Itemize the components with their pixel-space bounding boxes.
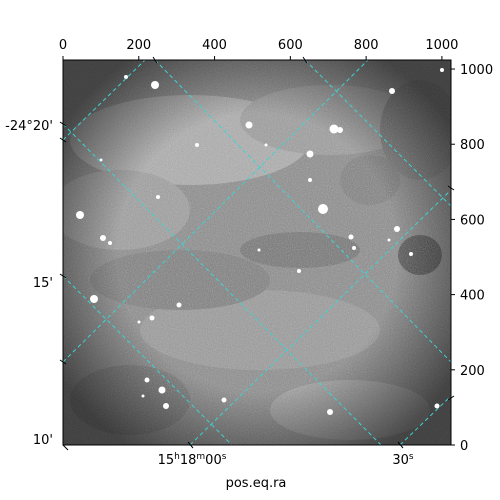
grid-ra-line bbox=[63, 275, 233, 445]
dec-tick-mark bbox=[447, 185, 455, 191]
y-pixel-tick-label: 600 bbox=[460, 213, 485, 228]
y-pixel-tick-label: 0 bbox=[460, 439, 468, 454]
dec-tick-label: -24°20' bbox=[5, 119, 53, 134]
grid-dec-line bbox=[63, 60, 146, 141]
x-pixel-tick-label: 400 bbox=[202, 38, 227, 53]
x-pixel-tick-label: 200 bbox=[126, 38, 151, 53]
ra-tick-mark bbox=[302, 56, 308, 64]
top-pixel-axis: 0 200 400 600 800 1000 bbox=[59, 38, 458, 60]
y-pixel-tick-label: 1000 bbox=[460, 63, 493, 78]
ra-tick-mark bbox=[187, 441, 194, 449]
right-pixel-axis: 0 200 400 600 800 1000 bbox=[451, 63, 493, 454]
plot-frame bbox=[62, 59, 452, 446]
ra-tick-label: 15h18m00s bbox=[158, 452, 227, 468]
x-pixel-tick-label: 0 bbox=[59, 38, 67, 53]
x-pixel-tick-label: 800 bbox=[354, 38, 379, 53]
grid-dec-line bbox=[189, 189, 451, 445]
grid-dec-line bbox=[399, 395, 451, 445]
grid-ra-line bbox=[154, 60, 451, 363]
dec-tick-mark bbox=[59, 121, 67, 127]
x-pixel-tick-label: 600 bbox=[278, 38, 303, 53]
y-pixel-tick-label: 800 bbox=[460, 138, 485, 153]
x-axis-label: pos.eq.ra bbox=[226, 476, 287, 491]
grid-dec-line bbox=[63, 60, 369, 363]
dec-tick-mark bbox=[59, 359, 67, 365]
dec-tick-label: 10' bbox=[33, 433, 53, 448]
ra-tick-mark bbox=[62, 444, 69, 451]
dec-tick-mark bbox=[59, 273, 67, 279]
ra-tick-mark bbox=[397, 441, 404, 449]
ra-tick-mark bbox=[152, 56, 158, 64]
y-pixel-tick-label: 400 bbox=[460, 289, 485, 304]
sky-image bbox=[63, 60, 451, 445]
dec-tick-mark bbox=[59, 137, 67, 143]
grid-ra-line bbox=[63, 123, 382, 445]
dec-tick-label: 15' bbox=[33, 276, 53, 291]
dec-tick-mark bbox=[447, 395, 455, 401]
y-pixel-tick-label: 200 bbox=[460, 364, 485, 379]
x-pixel-tick-label: 1000 bbox=[425, 38, 458, 53]
ra-tick-label: 30s bbox=[392, 452, 414, 468]
